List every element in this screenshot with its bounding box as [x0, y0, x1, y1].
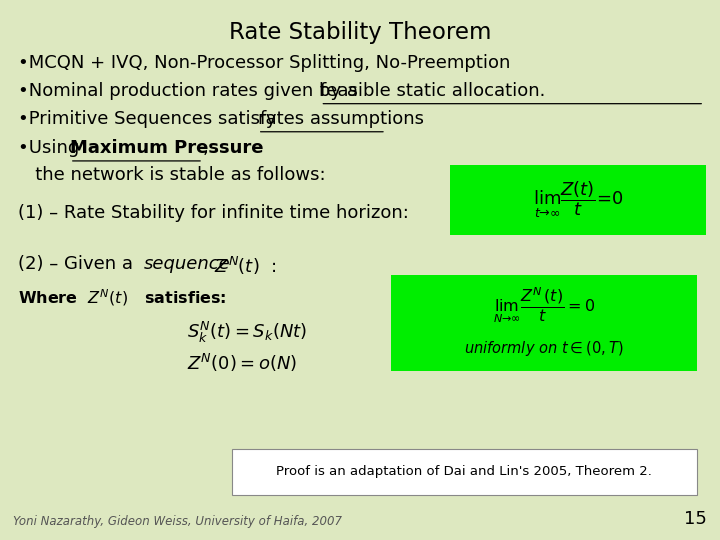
- Text: the network is stable as follows:: the network is stable as follows:: [18, 166, 325, 184]
- Text: •Primitive Sequences satisfy: •Primitive Sequences satisfy: [18, 110, 282, 128]
- Text: Proof is an adaptation of Dai and Lin's 2005, Theorem 2.: Proof is an adaptation of Dai and Lin's …: [276, 465, 652, 478]
- Text: Maximum Pressure: Maximum Pressure: [70, 139, 264, 157]
- Text: $Z^{N}(0) = o(N)$: $Z^{N}(0) = o(N)$: [187, 352, 297, 374]
- Text: (2) – Given a: (2) – Given a: [18, 255, 139, 273]
- Text: •Nominal production rates given by a: •Nominal production rates given by a: [18, 82, 364, 100]
- FancyBboxPatch shape: [391, 275, 697, 371]
- Text: .: .: [386, 110, 392, 128]
- Text: $\mathit{uniformly\ on\ } t \in (0,T)$: $\mathit{uniformly\ on\ } t \in (0,T)$: [464, 339, 624, 358]
- FancyBboxPatch shape: [232, 449, 697, 495]
- Text: sequence: sequence: [144, 255, 230, 273]
- Text: $\lim_{N\to\infty} \dfrac{Z^{N}(t)}{t} = 0$: $\lim_{N\to\infty} \dfrac{Z^{N}(t)}{t} =…: [493, 285, 595, 325]
- Text: ,: ,: [203, 139, 209, 157]
- Text: $\lim_{t\to\infty} \dfrac{Z(t)}{t} = 0$: $\lim_{t\to\infty} \dfrac{Z(t)}{t} = 0$: [533, 180, 623, 220]
- Text: rates assumptions: rates assumptions: [258, 110, 424, 128]
- Text: $Z^{N}(t)$  :: $Z^{N}(t)$ :: [203, 255, 276, 277]
- Text: Where  $Z^{N}(t)$   satisfies:: Where $Z^{N}(t)$ satisfies:: [18, 287, 227, 308]
- Text: 15: 15: [684, 510, 707, 528]
- Text: •MCQN + IVQ, Non-Processor Splitting, No-Preemption: •MCQN + IVQ, Non-Processor Splitting, No…: [18, 54, 510, 72]
- Text: $S_k^{N}(t) = S_k(Nt)$: $S_k^{N}(t) = S_k(Nt)$: [187, 320, 307, 345]
- FancyBboxPatch shape: [450, 165, 706, 235]
- Text: feasible static allocation.: feasible static allocation.: [320, 82, 546, 100]
- Text: Yoni Nazarathy, Gideon Weiss, University of Haifa, 2007: Yoni Nazarathy, Gideon Weiss, University…: [13, 515, 342, 528]
- Text: •Using: •Using: [18, 139, 85, 157]
- Text: (1) – Rate Stability for infinite time horizon:: (1) – Rate Stability for infinite time h…: [18, 204, 409, 222]
- Text: Rate Stability Theorem: Rate Stability Theorem: [229, 21, 491, 44]
